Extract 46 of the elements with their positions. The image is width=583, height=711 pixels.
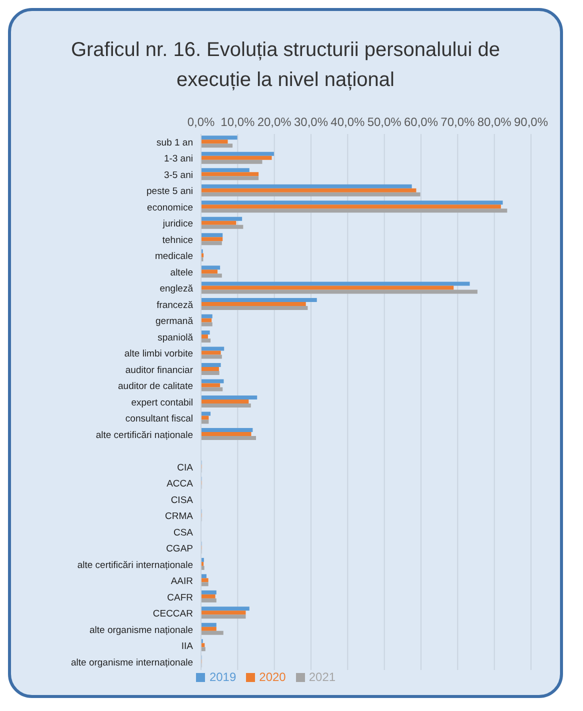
y-tick-label: CRMA [165,511,194,522]
y-tick-label: alte certificări naționale [96,430,193,441]
y-tick-label: 3-5 ani [164,170,193,181]
y-tick-label: CAFR [167,592,194,604]
y-tick-label: AAIR [170,576,194,588]
y-tick-label: expert contabil [131,397,193,408]
y-tick-label: CISA [170,494,194,506]
y-tick-label: spaniolă [158,332,194,344]
y-tick-label: auditor de calitate [118,381,193,392]
y-tick-label: ACCA [166,478,194,490]
y-tick-label: altele [170,267,193,278]
y-tick-label: auditor financiar [125,364,193,376]
y-tick-label: tehnice [162,234,193,246]
legend-label: 2020 [259,670,286,684]
y-tick-label: sub 1 an [156,137,193,148]
y-tick-label: consultant fiscal [125,414,193,425]
y-tick-label: CECCAR [152,608,194,620]
x-tick-label: 10,0% [220,115,256,129]
legend-label: 2019 [209,670,236,684]
x-tick-label: 40,0% [330,115,366,129]
x-tick-label: 20,0% [257,115,292,129]
y-tick-label: medicale [154,251,193,262]
chart-title: Graficul nr. 16. Evoluția structurii personalului de execuție la nivel național [70,38,502,93]
y-tick-label: alte limbi vorbite [124,348,193,360]
y-tick-label: CSA [173,527,194,538]
y-tick-label: franceză [156,300,194,311]
x-tick-label: 80,0% [477,115,512,129]
y-tick-label: alte certificări internaționale [77,560,193,571]
x-tick-label: 70,0% [440,115,476,129]
y-tick-label: CIA [177,462,194,474]
legend-label: 2021 [308,670,336,684]
y-tick-label: juridice [162,218,193,230]
x-tick-label: 60,0% [404,115,438,129]
y-tick-label: IIA [181,641,194,652]
x-tick-label: 90,0% [514,115,548,129]
x-tick-label: 30,0% [294,115,328,129]
y-tick-label: germană [156,316,194,328]
y-tick-label: economice [147,202,193,214]
y-tick-label: 1-3 ani [164,154,193,165]
x-tick-label: 0,0% [187,115,215,129]
y-tick-label: alte organisme internaționale [71,657,193,668]
y-tick-label: engleză [160,284,194,295]
y-tick-label: CGAP [166,544,193,555]
x-tick-label: 50,0% [367,115,402,129]
y-tick-label: alte organisme naționale [89,624,193,636]
y-tick-label: peste 5 ani [146,186,193,198]
